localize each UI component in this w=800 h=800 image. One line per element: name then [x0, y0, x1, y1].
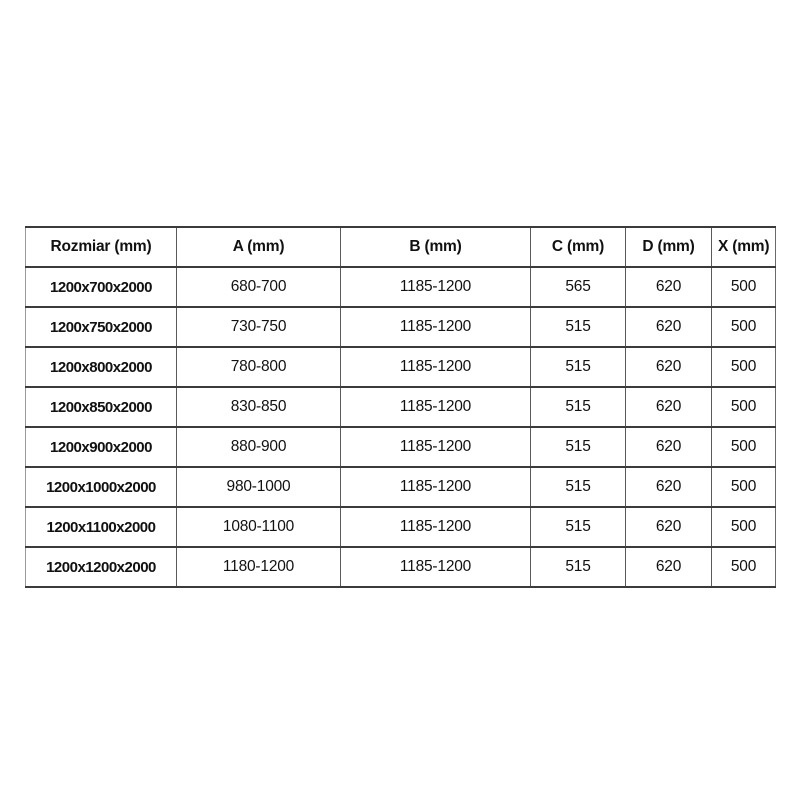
cell-size: 1200x850x2000 [25, 386, 177, 428]
cell-x: 500 [711, 506, 776, 548]
cell-b: 1185-1200 [340, 466, 531, 508]
column-header-b: B (mm) [340, 226, 531, 268]
cell-c: 515 [530, 306, 626, 348]
cell-d: 620 [625, 266, 712, 308]
table-row: 1200x900x2000 880-900 1185-1200 515 620 500 [25, 426, 776, 468]
cell-d: 620 [625, 546, 712, 588]
table-row: 1200x1100x2000 1080-1100 1185-1200 515 620 50… [25, 506, 776, 548]
cell-a: 1080-1100 [176, 506, 341, 548]
column-header-size: Rozmiar (mm) [25, 226, 177, 268]
cell-b: 1185-1200 [340, 306, 531, 348]
cell-x: 500 [711, 266, 776, 308]
cell-c: 515 [530, 466, 626, 508]
cell-c: 515 [530, 426, 626, 468]
cell-c: 515 [530, 346, 626, 388]
cell-size: 1200x750x2000 [25, 306, 177, 348]
cell-d: 620 [625, 346, 712, 388]
cell-a: 880-900 [176, 426, 341, 468]
cell-d: 620 [625, 386, 712, 428]
table-body: 1200x700x2000 680-700 1185-1200 565 620 500 12… [25, 266, 776, 588]
cell-b: 1185-1200 [340, 426, 531, 468]
table-header-row: Rozmiar (mm) A (mm) B (mm) C (mm) D (mm)… [25, 226, 776, 268]
cell-c: 565 [530, 266, 626, 308]
cell-size: 1200x1100x2000 [25, 506, 177, 548]
cell-x: 500 [711, 426, 776, 468]
cell-b: 1185-1200 [340, 546, 531, 588]
dimensions-table: Rozmiar (mm) A (mm) B (mm) C (mm) D (mm)… [25, 226, 776, 588]
cell-a: 980-1000 [176, 466, 341, 508]
cell-c: 515 [530, 546, 626, 588]
cell-c: 515 [530, 506, 626, 548]
table-row: 1200x700x2000 680-700 1185-1200 565 620 500 [25, 266, 776, 308]
cell-a: 830-850 [176, 386, 341, 428]
cell-size: 1200x1200x2000 [25, 546, 177, 588]
cell-b: 1185-1200 [340, 346, 531, 388]
cell-a: 730-750 [176, 306, 341, 348]
cell-x: 500 [711, 306, 776, 348]
cell-x: 500 [711, 346, 776, 388]
table-row: 1200x850x2000 830-850 1185-1200 515 620 500 [25, 386, 776, 428]
cell-x: 500 [711, 546, 776, 588]
table-row: 1200x1200x2000 1180-1200 1185-1200 515 620 50… [25, 546, 776, 588]
table-row: 1200x750x2000 730-750 1185-1200 515 620 500 [25, 306, 776, 348]
cell-x: 500 [711, 386, 776, 428]
cell-b: 1185-1200 [340, 386, 531, 428]
cell-size: 1200x800x2000 [25, 346, 177, 388]
cell-a: 680-700 [176, 266, 341, 308]
table-header: Rozmiar (mm) A (mm) B (mm) C (mm) D (mm)… [25, 226, 776, 268]
cell-x: 500 [711, 466, 776, 508]
cell-size: 1200x700x2000 [25, 266, 177, 308]
cell-b: 1185-1200 [340, 506, 531, 548]
specification-table-container: Rozmiar (mm) A (mm) B (mm) C (mm) D (mm)… [25, 226, 776, 588]
table-row: 1200x800x2000 780-800 1185-1200 515 620 500 [25, 346, 776, 388]
cell-d: 620 [625, 306, 712, 348]
column-header-c: C (mm) [530, 226, 626, 268]
cell-size: 1200x1000x2000 [25, 466, 177, 508]
cell-a: 780-800 [176, 346, 341, 388]
cell-a: 1180-1200 [176, 546, 341, 588]
cell-c: 515 [530, 386, 626, 428]
cell-d: 620 [625, 506, 712, 548]
table-row: 1200x1000x2000 980-1000 1185-1200 515 620 500 [25, 466, 776, 508]
cell-b: 1185-1200 [340, 266, 531, 308]
cell-d: 620 [625, 466, 712, 508]
column-header-x: X (mm) [711, 226, 776, 268]
cell-size: 1200x900x2000 [25, 426, 177, 468]
cell-d: 620 [625, 426, 712, 468]
column-header-d: D (mm) [625, 226, 712, 268]
column-header-a: A (mm) [176, 226, 341, 268]
